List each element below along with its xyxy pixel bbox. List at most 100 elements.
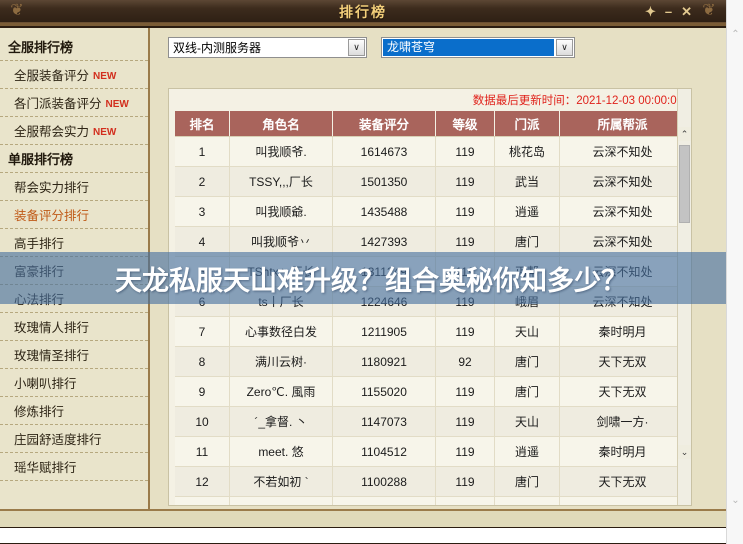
server-select[interactable]: 双线-内测服务器 ∨ xyxy=(168,37,367,58)
ranking-table: 排名 角色名 装备评分 等级 门派 所属帮派 1 叫我顺爷. 1614673 119 桃… xyxy=(175,111,685,505)
cell-score: 1155020 xyxy=(332,376,436,407)
ranking-table-card: 数据最后更新时间：2021-12-03 00:00:00 排名 角色名 装备评分… xyxy=(168,88,692,506)
table-row[interactable]: 13沐晨风`1098600119逍遥天下无双 xyxy=(175,496,685,505)
table-row[interactable]: 6 ts丨厂长 1224646 119 峨眉 云深不知处 xyxy=(175,286,685,317)
cell-guild: 云深不知处 xyxy=(559,136,685,167)
cell-school: 唐门 xyxy=(494,376,560,407)
cell-level: 119 xyxy=(435,166,495,197)
region-select[interactable]: 龙啸苍穹 ∨ xyxy=(381,37,575,58)
cell-score: 1100288 xyxy=(332,466,436,497)
cell-guild: 天下无双 xyxy=(559,496,685,505)
table-row[interactable]: 10 ´_拿督. 丶 1147073 119 天山 剑啸一方· xyxy=(175,406,685,437)
col-name[interactable]: 角色名 xyxy=(229,111,333,137)
table-row[interactable]: 7 心事数径白发 1211905 119 天山 秦时明月 xyxy=(175,316,685,347)
cell-score: 1098600 xyxy=(332,496,436,505)
cell-guild: 天下无双 xyxy=(559,376,685,407)
cell-level: 119 xyxy=(435,286,495,317)
chevron-down-icon[interactable]: ∨ xyxy=(348,39,365,56)
page-scroll-up-icon[interactable]: ⌃ xyxy=(731,29,740,40)
window-bottom-band xyxy=(0,509,726,527)
col-score[interactable]: 装备评分 xyxy=(332,111,436,137)
table-row[interactable]: 9 Zero℃. 風雨 1155020 119 唐门 天下无双 xyxy=(175,376,685,407)
window-controls: ✦ – ✕ xyxy=(645,0,692,22)
sidebar-item-school-gear-score[interactable]: 各门派装备评分 NEW xyxy=(0,89,148,117)
cell-guild: 秦时明月 xyxy=(559,436,685,467)
cell-rank: 9 xyxy=(175,376,230,407)
table-row[interactable]: 11 meet. 悠 1104512 119 逍遥 秦时明月 xyxy=(175,436,685,467)
cell-score: 1311249 xyxy=(332,256,436,287)
sidebar-group-global: 全服排行榜 xyxy=(0,33,148,61)
cell-guild: 云深不知处 xyxy=(559,256,685,287)
pin-icon[interactable]: ✦ xyxy=(644,3,656,19)
cell-name: 叫我顺爷丷 xyxy=(229,226,333,257)
sidebar-item-rose-lover[interactable]: 玫瑰情人排行 xyxy=(0,313,148,341)
scroll-up-icon[interactable]: ⌃ xyxy=(678,127,691,141)
sidebar-item-master[interactable]: 高手排行 xyxy=(0,229,148,257)
sidebar-item-label: 各门派装备评分 xyxy=(14,97,102,111)
col-school[interactable]: 门派 xyxy=(494,111,560,137)
table-row[interactable]: 2 TSSY,,,厂长 1501350 119 武当 云深不知处 xyxy=(175,166,685,197)
cell-guild: 云深不知处 xyxy=(559,166,685,197)
title-divider-gold xyxy=(0,23,726,26)
sidebar-item-trumpet[interactable]: 小喇叭排行 xyxy=(0,369,148,397)
scroll-down-icon[interactable]: ⌄ xyxy=(678,445,691,459)
table-scrollbar[interactable]: ⌃ ⌄ xyxy=(677,89,691,505)
chevron-down-icon[interactable]: ∨ xyxy=(556,39,573,56)
table-row[interactable]: 1 叫我顺爷. 1614673 119 桃花岛 云深不知处 xyxy=(175,136,685,167)
sidebar-item-rich[interactable]: 富豪排行 xyxy=(0,257,148,285)
table-row[interactable]: 4 叫我顺爷丷 1427393 119 唐门 云深不知处 xyxy=(175,226,685,257)
sidebar-item-cultivation[interactable]: 修炼排行 xyxy=(0,397,148,425)
ornament-left-icon: ❦ xyxy=(10,2,24,19)
page-scroll-down-icon[interactable]: ⌄ xyxy=(731,495,740,506)
cell-score: 1614673 xyxy=(332,136,436,167)
cell-level: 119 xyxy=(435,376,495,407)
minimize-icon[interactable]: – xyxy=(664,3,673,19)
table-row[interactable]: 3 叫我顺爺. 1435488 119 逍遥 云深不知处 xyxy=(175,196,685,227)
cell-score: 1224646 xyxy=(332,286,436,317)
update-notice: 数据最后更新时间：2021-12-03 00:00:00 xyxy=(472,95,683,107)
cell-school: 桃花岛 xyxy=(494,136,560,167)
cell-guild: 天下无双 xyxy=(559,346,685,377)
window-title: 排行榜 xyxy=(339,4,387,20)
table-row[interactable]: 12 不若如初 ` 1100288 119 唐门 天下无双 xyxy=(175,466,685,497)
scroll-thumb[interactable] xyxy=(679,145,690,223)
sidebar-item-rose-saint[interactable]: 玫瑰情圣排行 xyxy=(0,341,148,369)
table-row[interactable]: 8 满川云树· 1180921 92 唐门 天下无双 xyxy=(175,346,685,377)
cell-name: TSSY,,,厂长 xyxy=(229,166,333,197)
cell-rank: 7 xyxy=(175,316,230,347)
col-level[interactable]: 等级 xyxy=(435,111,495,137)
sidebar-item-yaohua[interactable]: 瑶华赋排行 xyxy=(0,453,148,481)
cell-level: 119 xyxy=(435,316,495,347)
cell-school: 唐门 xyxy=(494,466,560,497)
close-icon[interactable]: ✕ xyxy=(681,3,692,19)
sidebar-item-global-gear-score[interactable]: 全服装备评分 NEW xyxy=(0,61,148,89)
cell-name: ts丨厂长 xyxy=(229,286,333,317)
content-panel: 双线-内测服务器 ∨ 龙啸苍穹 ∨ 数据最后更新时间：2021-12-03 00… xyxy=(152,28,726,509)
sidebar-item-guild-power[interactable]: 帮会实力排行 xyxy=(0,173,148,201)
sidebar-item-manor-comfort[interactable]: 庄园舒适度排行 xyxy=(0,425,148,453)
cell-name: ´_拿督. 丶 xyxy=(229,406,333,437)
sidebar-item-mindmethod[interactable]: 心法排行 xyxy=(0,285,148,313)
cell-school: 武当 xyxy=(494,166,560,197)
cell-level: 119 xyxy=(435,436,495,467)
sidebar-item-gear-score[interactable]: 装备评分排行 xyxy=(0,201,148,229)
cell-guild: 云深不知处 xyxy=(559,286,685,317)
cell-level: 119 xyxy=(435,196,495,227)
cell-rank: 3 xyxy=(175,196,230,227)
cell-level: 119 xyxy=(435,466,495,497)
cell-school: 唐门 xyxy=(494,226,560,257)
col-rank[interactable]: 排名 xyxy=(175,111,230,137)
server-select-value: 双线-内测服务器 xyxy=(173,41,261,55)
table-row[interactable]: 5 TShtx丶厂长 1311249 119 丐帮 云深不知处 xyxy=(175,256,685,287)
sidebar-item-global-guild-power[interactable]: 全服帮会实力 NEW xyxy=(0,117,148,145)
cell-level: 119 xyxy=(435,406,495,437)
col-guild[interactable]: 所属帮派 xyxy=(559,111,685,137)
cell-guild: 天下无双 xyxy=(559,466,685,497)
cell-rank: 12 xyxy=(175,466,230,497)
cell-level: 119 xyxy=(435,136,495,167)
title-divider-dark xyxy=(0,26,726,28)
cell-level: 119 xyxy=(435,256,495,287)
cell-school: 天山 xyxy=(494,316,560,347)
page-scrollbar[interactable]: ⌃ ⌄ xyxy=(726,0,743,544)
